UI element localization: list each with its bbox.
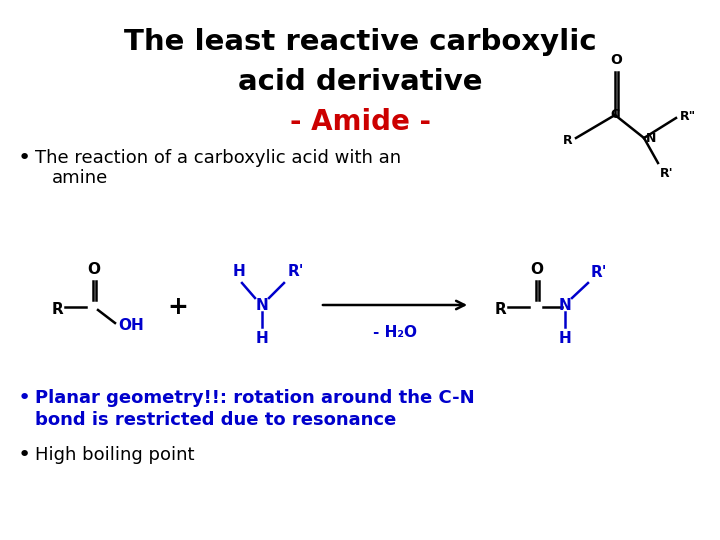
Text: N: N — [559, 298, 572, 313]
Text: acid derivative: acid derivative — [238, 68, 482, 96]
Text: R': R' — [288, 264, 305, 279]
Text: amine: amine — [52, 169, 108, 187]
Text: O: O — [88, 262, 101, 277]
Text: R: R — [51, 302, 63, 318]
Text: High boiling point: High boiling point — [35, 446, 194, 464]
Text: H: H — [256, 331, 269, 346]
Text: R': R' — [660, 167, 674, 180]
Text: •: • — [18, 148, 31, 168]
Text: R: R — [494, 302, 506, 318]
Text: O: O — [610, 53, 622, 67]
Text: The least reactive carboxylic: The least reactive carboxylic — [124, 28, 596, 56]
Text: N: N — [256, 298, 269, 313]
Text: OH: OH — [118, 318, 144, 333]
Text: C: C — [611, 109, 620, 122]
Text: H: H — [233, 264, 246, 279]
Text: R": R" — [680, 110, 696, 123]
Text: - H₂O: - H₂O — [373, 325, 417, 340]
Text: R': R' — [591, 265, 608, 280]
Text: R: R — [562, 133, 572, 146]
Text: bond is restricted due to resonance: bond is restricted due to resonance — [35, 411, 396, 429]
Text: Planar geometry!!: rotation around the C-N: Planar geometry!!: rotation around the C… — [35, 389, 474, 407]
Text: The reaction of a carboxylic acid with an: The reaction of a carboxylic acid with a… — [35, 149, 401, 167]
Text: - Amide -: - Amide - — [289, 108, 431, 136]
Text: •: • — [18, 445, 31, 465]
Text: •: • — [18, 388, 31, 408]
Text: O: O — [531, 262, 544, 277]
Text: H: H — [559, 331, 572, 346]
Text: N: N — [646, 132, 657, 145]
Text: +: + — [168, 295, 189, 319]
